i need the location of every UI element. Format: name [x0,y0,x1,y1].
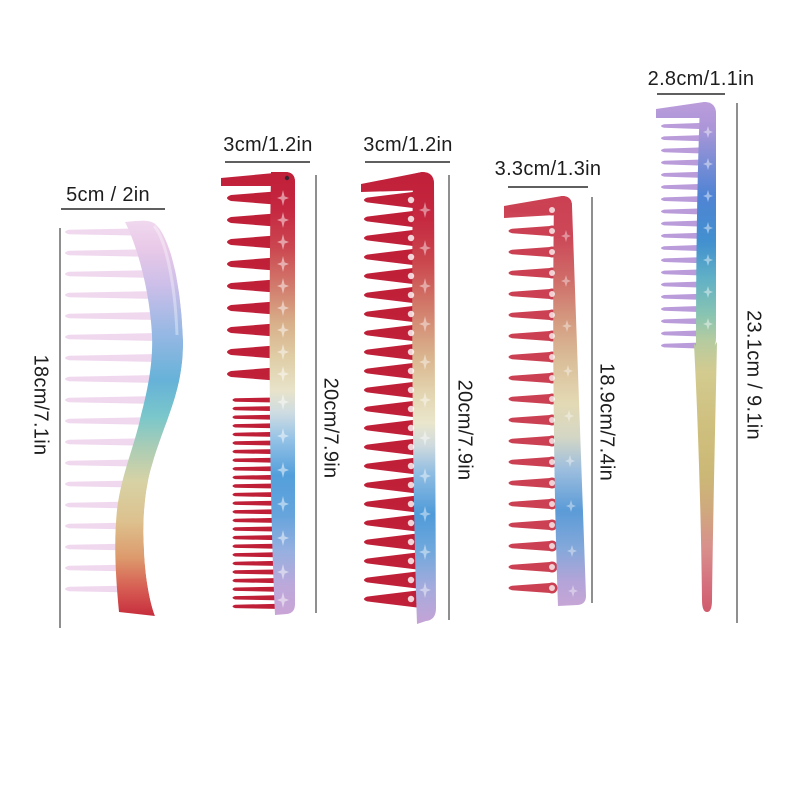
comb2-width-label: 3cm/1.2in [223,134,313,156]
comb4-width-label: 3.3cm/1.3in [494,158,602,180]
comb3-height-line [448,175,450,620]
spine-highlight [152,224,179,336]
comb-teeth [364,191,417,608]
comb5-width-line [657,93,725,95]
comb1-width-line [61,208,165,210]
wide-tooth-comb-image [361,172,436,624]
comb2-height-line [315,175,317,613]
comb2-height-label: 20cm/7.9in [319,377,342,479]
rat-tail-comb-body [656,102,717,612]
comb3-width-label: 3cm/1.2in [363,134,453,156]
comb5-height-label: 23.1cm / 9.1in [742,310,765,440]
styling-comb-body [504,196,586,606]
comb-spine [269,172,295,615]
two-section-comb-image [221,172,295,615]
hang-hole [284,175,290,181]
comb5-width-label: 2.8cm/1.1in [647,68,755,90]
two-section-comb-body [221,172,295,615]
comb4-height-label: 18.9cm/7.4in [595,362,618,482]
comb4-height-line [591,197,593,603]
comb5-height-line [736,103,738,623]
wave-comb-image [65,220,184,616]
comb3-height-label: 20cm/7.9in [453,379,476,481]
wave-comb-body [65,220,184,616]
comb1-height-line [59,228,61,628]
comb1-width-label: 5cm / 2in [66,184,150,206]
comb1-height-label: 18cm/7.1in [29,354,52,456]
wave-comb-spine [115,220,184,616]
rat-tail-comb-image [656,102,717,612]
styling-comb-image [504,196,586,606]
fine-teeth [232,397,275,609]
comb4-width-line [508,186,588,188]
comb3-width-line [365,161,450,163]
comb-tail [694,342,717,612]
comb-spine [553,196,586,606]
comb2-width-line [225,161,310,163]
